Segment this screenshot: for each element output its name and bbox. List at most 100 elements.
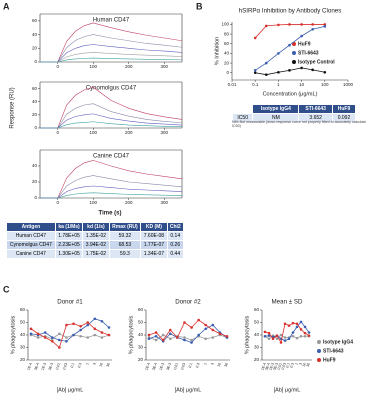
legend-label: STI-6643: [298, 50, 319, 56]
chart-title: hSIRPα Inhibition by Antibody Clones: [239, 8, 342, 15]
panel-label: A: [3, 1, 10, 11]
data-point: [197, 318, 200, 322]
x-tick-label: 100: [89, 200, 97, 205]
x-tick-label: 10: [302, 362, 307, 367]
x-tick-label: 3E-3: [166, 362, 172, 371]
data-point: [100, 319, 104, 323]
chart-title: Donor #2: [175, 299, 201, 306]
x-tick-label: 300: [160, 130, 168, 135]
x-tick-label: 0.03: [281, 362, 287, 370]
data-point: [65, 323, 68, 327]
x-tick-label: 30: [306, 362, 311, 367]
data-point: [72, 322, 75, 326]
table-cell: 7.60E-08: [140, 231, 168, 241]
data-point: [225, 334, 229, 338]
data-point: [287, 337, 291, 341]
data-point: [100, 331, 104, 334]
data-point: [147, 333, 151, 337]
x-tick-label: 1: [277, 82, 280, 87]
series-line: [148, 319, 228, 341]
data-point: [267, 337, 271, 341]
data-point: [299, 328, 303, 331]
x-tick-label: 0: [56, 200, 59, 205]
header-cell: HuF9: [331, 104, 357, 114]
table-row: Canine CD47 1.30E+05 1.75E-02 59.3 1.34E-07 0…: [6, 249, 185, 259]
y-tick-label: 60: [224, 41, 230, 46]
panel-label: B: [196, 1, 203, 11]
data-point: [190, 326, 193, 329]
data-point: [65, 336, 68, 339]
y-tick-label: 60: [138, 307, 144, 312]
y-tick-label: 40: [254, 332, 260, 337]
data-point: [263, 334, 267, 338]
series-line: [40, 86, 183, 129]
footnote: NM=Not measurable (dose-response curve n…: [232, 120, 367, 128]
x-tick-label: 1: [203, 362, 207, 365]
series-line: [148, 324, 228, 343]
x-axis-label: [Ab] μg/mL: [57, 387, 84, 393]
table-cell: 1.35E-02: [82, 231, 110, 241]
ic50-table: Isotype IgG4 STI-6643 HuF9 IC50 NM 3.652 0.092: [231, 104, 357, 123]
legend-marker: [317, 358, 321, 362]
table-cell: 59.3: [108, 249, 142, 259]
data-point: [264, 73, 268, 76]
table-cell: 59.32: [108, 231, 142, 241]
legend-label: STI-6643: [323, 348, 344, 354]
header-cell: [231, 104, 254, 114]
series-line: [30, 322, 110, 349]
data-point: [311, 27, 314, 31]
y-axis-label: % phagocytosis: [128, 315, 134, 354]
x-axis-label: [Ab] μg/mL: [274, 387, 301, 393]
data-point: [211, 328, 215, 332]
table-cell: 1.34E-07: [140, 249, 168, 259]
x-axis-label: [Ab] μg/mL: [175, 387, 202, 393]
y-tick-label: 0: [34, 195, 37, 200]
table-cell: 0.44: [166, 249, 185, 259]
x-tick-label: 0.3: [195, 362, 200, 368]
header-cell: KD (M): [140, 222, 168, 232]
data-point: [291, 334, 295, 338]
data-point: [72, 333, 75, 337]
data-point: [299, 334, 303, 338]
x-tick-label: 1E-4: [144, 362, 150, 371]
x-axis-label: Time (s): [99, 211, 122, 217]
data-point: [86, 321, 90, 324]
data-point: [204, 323, 208, 327]
y-tick-label: 0: [34, 125, 37, 130]
x-tick-label: 3: [210, 362, 214, 365]
data-point: [253, 36, 257, 40]
data-point: [147, 337, 151, 341]
y-tick-label: 40: [20, 332, 26, 337]
data-point: [299, 320, 303, 324]
table-cell: 1.77E-07: [140, 240, 168, 250]
legend-marker: [292, 51, 296, 55]
chart-title: Cynomolgus CD47: [86, 86, 137, 92]
x-tick-label: 0: [56, 64, 59, 69]
y-tick-label: 30: [138, 345, 144, 350]
y-tick-label: 40: [32, 32, 38, 37]
data-point: [190, 338, 193, 342]
data-point: [50, 339, 54, 343]
x-tick-label: 3: [298, 362, 302, 365]
kinetics-table: Antigen ka (1/Ms) kd (1/s) Rmax (RU) KD (M) C…: [6, 222, 185, 259]
data-point: [154, 338, 158, 342]
data-point: [93, 333, 97, 337]
data-point: [275, 337, 279, 341]
y-tick-label: 0: [226, 70, 229, 75]
series-line: [40, 160, 183, 199]
data-point: [323, 25, 327, 28]
data-point: [253, 69, 257, 72]
x-tick-label: 3: [92, 362, 96, 365]
data-point: [300, 66, 303, 70]
y-tick-label: 60: [20, 307, 26, 312]
y-tick-label: 40: [32, 163, 38, 168]
x-tick-label: 0.1: [285, 362, 290, 368]
x-tick-label: 0.01: [228, 82, 237, 87]
data-point: [36, 332, 40, 336]
x-tick-label: 0.03: [62, 362, 68, 370]
x-tick-label: 1E-4: [26, 362, 32, 371]
y-tick-label: 30: [20, 345, 26, 350]
data-point: [291, 331, 295, 334]
